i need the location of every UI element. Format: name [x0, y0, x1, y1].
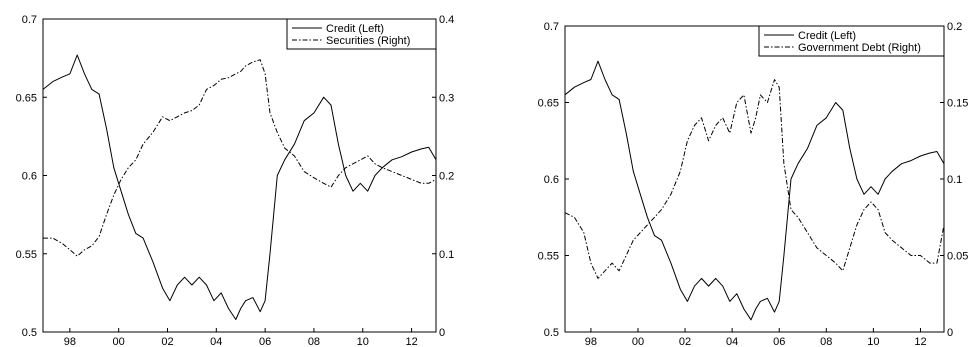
y-left-tick-label: 0.55 [16, 249, 37, 261]
x-tick-label: 04 [726, 336, 738, 347]
y-right-tick-label: 0.4 [439, 14, 454, 26]
x-tick-label: 12 [405, 336, 417, 347]
y-left-tick-label: 0.6 [544, 174, 559, 186]
y-left-tick-label: 0.7 [544, 21, 559, 33]
legend-label: Credit (Left) [326, 23, 384, 35]
y-left-tick-label: 0.5 [22, 327, 37, 339]
x-tick-label: 12 [914, 336, 926, 347]
y-right-tick-label: 0.2 [439, 171, 454, 183]
y-right-tick-label: 0.2 [947, 21, 962, 33]
legend-label: Government Debt (Right) [798, 42, 921, 54]
series-line-right [564, 79, 945, 279]
y-right-tick-label: 0.15 [947, 98, 968, 110]
series-line-left [42, 54, 437, 320]
legend-box [758, 25, 945, 57]
x-tick-label: 08 [308, 336, 320, 347]
y-left-tick-label: 0.6 [22, 171, 37, 183]
legend-label: Securities (Right) [326, 35, 410, 47]
plot-frame [42, 18, 437, 333]
y-left-tick-label: 0.65 [538, 98, 559, 110]
x-tick-label: 08 [820, 336, 832, 347]
x-tick-label: 98 [64, 336, 76, 347]
y-right-tick-label: 0.3 [439, 92, 454, 104]
y-left-tick-label: 0.65 [16, 92, 37, 104]
x-tick-label: 10 [357, 336, 369, 347]
y-left-tick-label: 0.55 [538, 251, 559, 263]
y-right-tick-label: 0.05 [947, 251, 968, 263]
y-right-tick-label: 0.1 [947, 174, 962, 186]
y-left-tick-label: 0.7 [22, 14, 37, 26]
chart-credit-securities: 0.5 0.55 0.6 0.65 0.7 0 0.1 0.2 0.3 0.4 98 00 02 04 06… [16, 14, 455, 347]
y-right-tick-label: 0.1 [439, 249, 454, 261]
chart-credit-government-debt: 0.5 0.55 0.6 0.65 0.7 0 0.05 0.1 0.15 0.2 98 00 02 04… [538, 21, 969, 347]
x-tick-label: 06 [773, 336, 785, 347]
series-line-right [43, 59, 437, 257]
y-right-tick-label: 0 [947, 327, 953, 339]
x-tick-label: 02 [679, 336, 691, 347]
series-line-left [564, 60, 945, 321]
plot-frame [564, 25, 945, 333]
x-tick-label: 00 [113, 336, 125, 347]
x-tick-label: 02 [161, 336, 173, 347]
legend-box [286, 18, 437, 50]
x-tick-label: 10 [867, 336, 879, 347]
y-left-tick-label: 0.5 [544, 327, 559, 339]
x-tick-label: 04 [210, 336, 222, 347]
x-tick-label: 00 [632, 336, 644, 347]
x-tick-label: 06 [259, 336, 271, 347]
y-right-tick-label: 0 [439, 327, 445, 339]
x-tick-label: 98 [585, 336, 597, 347]
legend-label: Credit (Left) [798, 30, 856, 42]
